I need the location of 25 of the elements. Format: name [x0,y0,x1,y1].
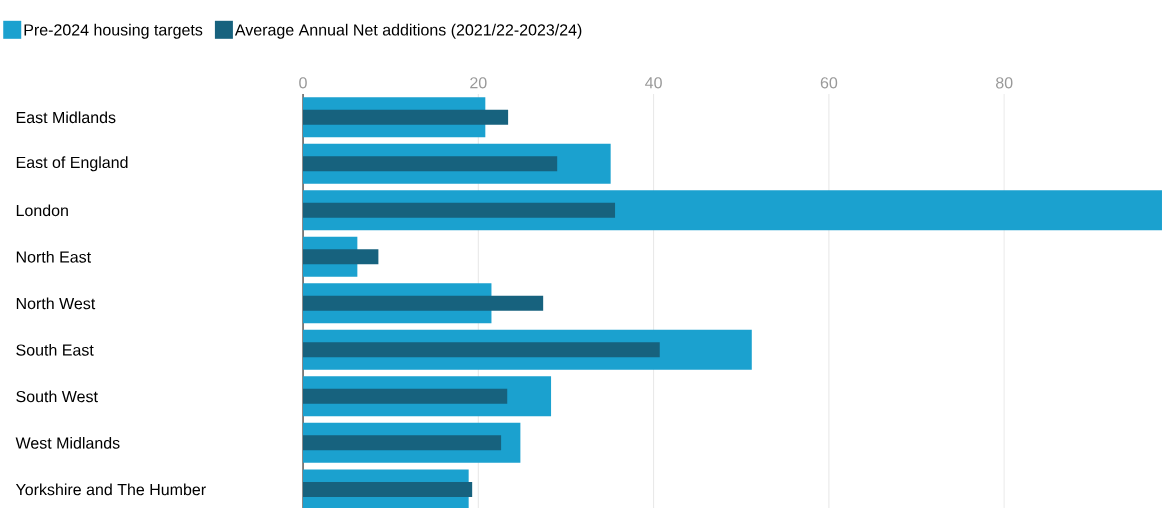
y-tick-label: North East [16,250,91,263]
bar [303,388,508,404]
x-tick-label: 40 [645,77,662,89]
bar [303,249,379,265]
bar [303,156,558,172]
y-tick-label: Yorkshire and The Humber [15,483,206,496]
x-tick-label: 20 [470,77,487,89]
x-tick-label: 60 [820,77,838,89]
bar [303,202,616,218]
y-tick-label: East Midlands [16,111,116,124]
y-tick-label: North West [16,297,96,310]
bar [303,295,544,311]
legend-label: Average Annual Net additions (2021/22-2023/24) [234,23,582,39]
legend-label: Pre-2024 housing targets [24,23,203,39]
y-tick-label: South West [16,390,98,403]
y-tick-label: West Midlands [15,437,120,449]
x-tick-label: 80 [996,77,1013,89]
bar [303,435,502,451]
bar [303,109,509,125]
bar [303,481,473,497]
y-tick-label: London [16,204,68,217]
y-tick-label: South East [16,343,94,356]
bar [303,342,660,358]
x-tick-label: 0 [299,77,307,89]
y-tick-label: East of England [16,156,128,172]
